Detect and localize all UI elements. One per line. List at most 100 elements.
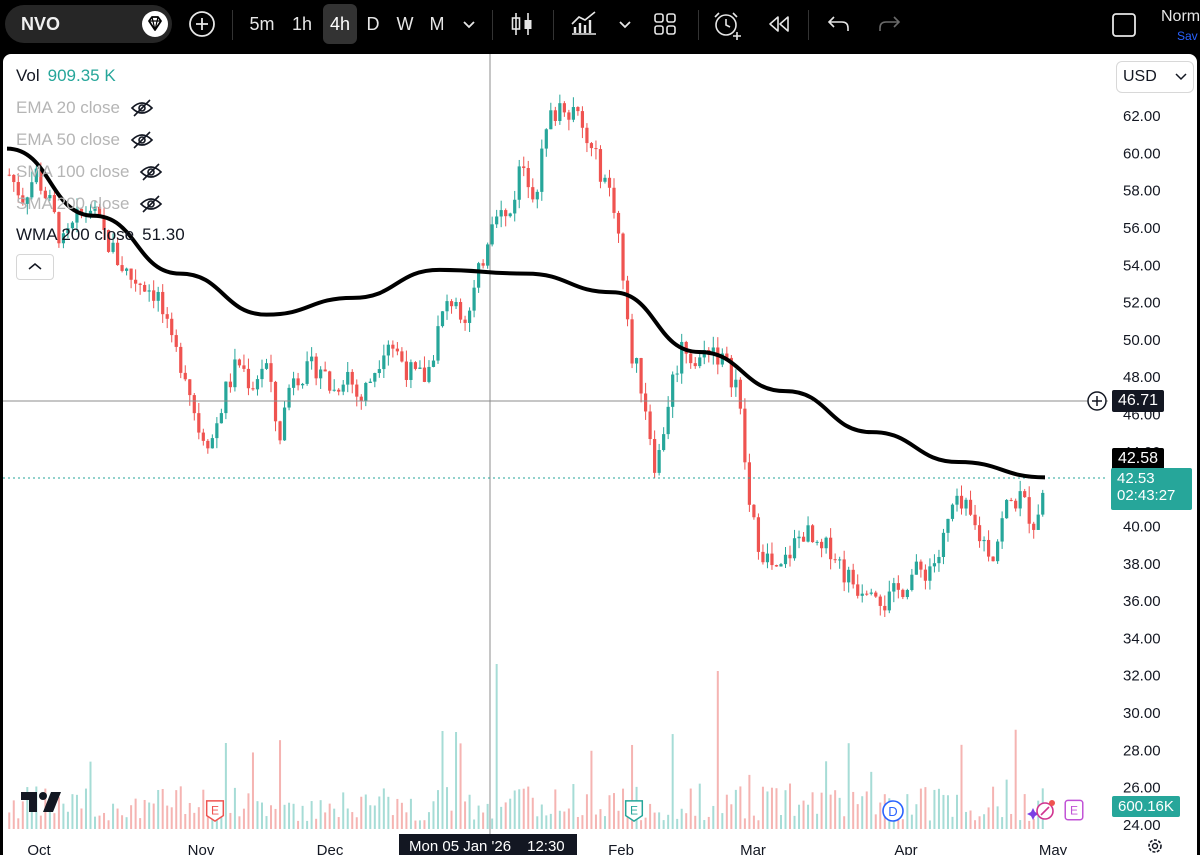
volume-bar: [965, 811, 968, 829]
candle-body: [955, 495, 959, 505]
legend-volume[interactable]: Vol 909.35 K: [16, 66, 116, 86]
timeframe-5m[interactable]: 5m: [249, 13, 275, 34]
candle-body: [860, 593, 864, 596]
candle-body: [666, 406, 670, 435]
volume-bar: [17, 818, 20, 829]
layout-grid-icon[interactable]: [648, 7, 682, 41]
volume-bar: [847, 743, 850, 829]
volume-bar: [148, 802, 151, 829]
volume-bar: [770, 787, 773, 829]
price-chart[interactable]: 62.00 60.00 58.00 56.00 54.00 52.00 50.00 48.00…: [3, 54, 1197, 855]
volume-bar: [987, 807, 990, 829]
fullscreen-square-icon[interactable]: [1110, 11, 1138, 39]
legend-ema20[interactable]: EMA 20 close: [16, 98, 154, 118]
toolbar-divider: [492, 10, 493, 40]
volume-bar: [495, 664, 498, 829]
candle-body: [39, 168, 43, 191]
toolbar-divider: [553, 10, 554, 40]
eye-off-icon[interactable]: [130, 98, 154, 118]
candle-body: [851, 569, 855, 585]
bar-countdown: 02:43:27: [1117, 487, 1176, 504]
indicators-icon[interactable]: [567, 7, 601, 41]
volume-bar: [446, 787, 449, 829]
candle-body: [788, 554, 792, 559]
volume-bar: [94, 816, 97, 829]
candle-body: [495, 216, 499, 225]
eye-off-icon[interactable]: [139, 194, 163, 214]
candle-body: [102, 215, 106, 230]
candle-body: [61, 233, 66, 244]
add-alert-plus-icon[interactable]: [1086, 390, 1108, 412]
volume-bar: [572, 784, 575, 829]
candle-body: [12, 174, 16, 183]
candle-body: [377, 369, 381, 374]
candle-body: [319, 369, 323, 379]
save-status[interactable]: Sav: [1177, 29, 1198, 43]
chevron-down-icon[interactable]: [616, 15, 634, 33]
layout-name[interactable]: Norm: [1161, 8, 1200, 25]
diamond-badge-icon[interactable]: [141, 10, 169, 38]
ai-sparkle-icon[interactable]: [1025, 798, 1061, 824]
earnings-event-icon[interactable]: E: [623, 799, 645, 823]
price-tick-label: 52.00: [1123, 295, 1161, 312]
eye-off-icon[interactable]: [139, 162, 163, 182]
redo-icon[interactable]: [872, 7, 906, 41]
settings-gear-icon[interactable]: [1145, 836, 1165, 855]
candle-body: [535, 191, 539, 200]
candle-body: [865, 593, 869, 595]
volume-bar: [919, 788, 922, 829]
add-compare-icon[interactable]: [188, 10, 216, 38]
volume-bar: [175, 790, 178, 829]
timeframe-4h[interactable]: 4h: [323, 4, 357, 44]
replay-rewind-icon[interactable]: [762, 7, 796, 41]
candle-body: [540, 148, 544, 192]
legend-sma200[interactable]: SMA 200 close: [16, 194, 163, 214]
volume-bar: [346, 808, 349, 829]
volume-bar: [820, 792, 823, 829]
candle-body: [513, 199, 517, 214]
candle-body: [792, 538, 797, 559]
wma-price-tag: 42.58: [1112, 448, 1165, 470]
timeframe-m[interactable]: M: [429, 13, 445, 34]
currency-select[interactable]: USD: [1116, 61, 1194, 93]
eye-off-icon[interactable]: [130, 130, 154, 150]
candle-body: [517, 166, 521, 200]
earnings-event-icon[interactable]: E: [204, 799, 226, 823]
chevron-up-icon: [28, 263, 42, 270]
alert-clock-icon[interactable]: [710, 7, 744, 41]
volume-bar: [590, 750, 593, 829]
volume-bar: [707, 816, 710, 829]
chevron-down-icon[interactable]: [460, 15, 478, 33]
candles-chart-type-icon[interactable]: [505, 7, 539, 41]
candle-body: [531, 187, 535, 200]
symbol-search-pill[interactable]: NVO: [5, 5, 172, 43]
candle-body: [968, 499, 973, 515]
volume-bar: [676, 818, 679, 829]
volume-bar: [8, 812, 11, 829]
wma-200-line[interactable]: [6, 146, 1046, 480]
volume-bar: [455, 732, 458, 829]
legend-ema50[interactable]: EMA 50 close: [16, 130, 154, 150]
volume-bar: [613, 793, 616, 829]
undo-icon[interactable]: [822, 7, 856, 41]
legend-sma100[interactable]: SMA 100 close: [16, 162, 163, 182]
volume-bar: [730, 804, 733, 829]
volume-bar: [71, 794, 74, 829]
price-tick-label: 28.00: [1123, 742, 1161, 759]
chart-panel[interactable]: 62.00 60.00 58.00 56.00 54.00 52.00 50.00 48.00…: [3, 54, 1197, 855]
candle-body: [544, 129, 548, 149]
timeframe-d[interactable]: D: [366, 13, 380, 34]
tradingview-logo-icon[interactable]: [21, 792, 63, 812]
dividend-event-icon[interactable]: D: [881, 799, 905, 823]
legend-wma200[interactable]: WMA 200 close 51.30: [16, 225, 185, 245]
volume-bar: [793, 815, 796, 829]
earnings-event-icon[interactable]: E: [1063, 799, 1085, 823]
timeframe-w[interactable]: W: [396, 13, 414, 34]
timeframe-1h[interactable]: 1h: [291, 13, 313, 34]
volume-bar: [522, 788, 525, 829]
legend-collapse-button[interactable]: [16, 254, 54, 280]
time-label-feb: Feb: [608, 842, 634, 855]
volume-bar: [324, 812, 327, 829]
volume-bar: [716, 671, 719, 829]
volume-bar: [779, 815, 782, 829]
